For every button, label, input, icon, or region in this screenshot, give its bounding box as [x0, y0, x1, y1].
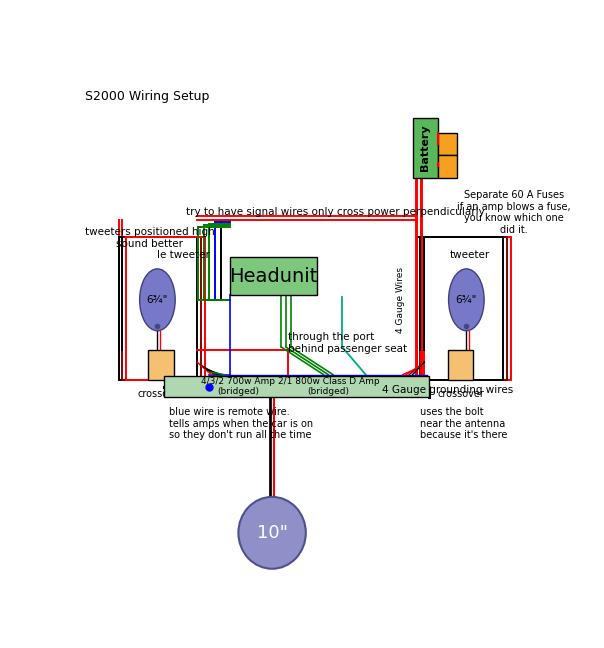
FancyBboxPatch shape	[448, 350, 474, 380]
FancyBboxPatch shape	[164, 376, 429, 397]
Text: tweeters positioned high
sound better: tweeters positioned high sound better	[85, 227, 214, 249]
Text: 6¾": 6¾"	[455, 295, 477, 305]
Text: through the port
behind passenger seat: through the port behind passenger seat	[289, 332, 408, 354]
Text: 4/3/2 700w Amp
(bridged): 4/3/2 700w Amp (bridged)	[202, 377, 275, 397]
Text: tweeter: tweeter	[450, 250, 490, 260]
Text: Separate 60 A Fuses
if an amp blows a fuse,
you know which one
did it.: Separate 60 A Fuses if an amp blows a fu…	[457, 190, 571, 235]
Text: Headunit: Headunit	[229, 266, 318, 286]
FancyBboxPatch shape	[230, 257, 316, 295]
Text: crossover: crossover	[437, 389, 484, 399]
Text: try to have signal wires only cross power perpendicularly: try to have signal wires only cross powe…	[185, 207, 484, 218]
Ellipse shape	[140, 269, 175, 330]
Text: 10": 10"	[257, 524, 288, 542]
Text: Battery: Battery	[420, 124, 431, 171]
Circle shape	[239, 497, 306, 569]
Text: 4 Gauge grounding wires: 4 Gauge grounding wires	[382, 385, 513, 395]
FancyBboxPatch shape	[439, 133, 457, 155]
Ellipse shape	[449, 269, 484, 330]
Text: crossover: crossover	[138, 389, 184, 399]
Text: S2000 Wiring Setup: S2000 Wiring Setup	[85, 90, 209, 103]
FancyBboxPatch shape	[148, 350, 174, 380]
Text: 4 Gauge Wires: 4 Gauge Wires	[396, 267, 405, 333]
FancyBboxPatch shape	[439, 155, 457, 178]
Text: le tweeter: le tweeter	[158, 250, 210, 260]
Text: uses the bolt
near the antenna
because it's there: uses the bolt near the antenna because i…	[420, 407, 507, 440]
FancyBboxPatch shape	[413, 118, 439, 178]
Text: 2/1 800w Class D Amp
(bridged): 2/1 800w Class D Amp (bridged)	[278, 377, 379, 397]
Text: blue wire is remote wire.
tells amps when the car is on
so they don't run all th: blue wire is remote wire. tells amps whe…	[169, 407, 313, 440]
Text: 6¾": 6¾"	[147, 295, 168, 305]
